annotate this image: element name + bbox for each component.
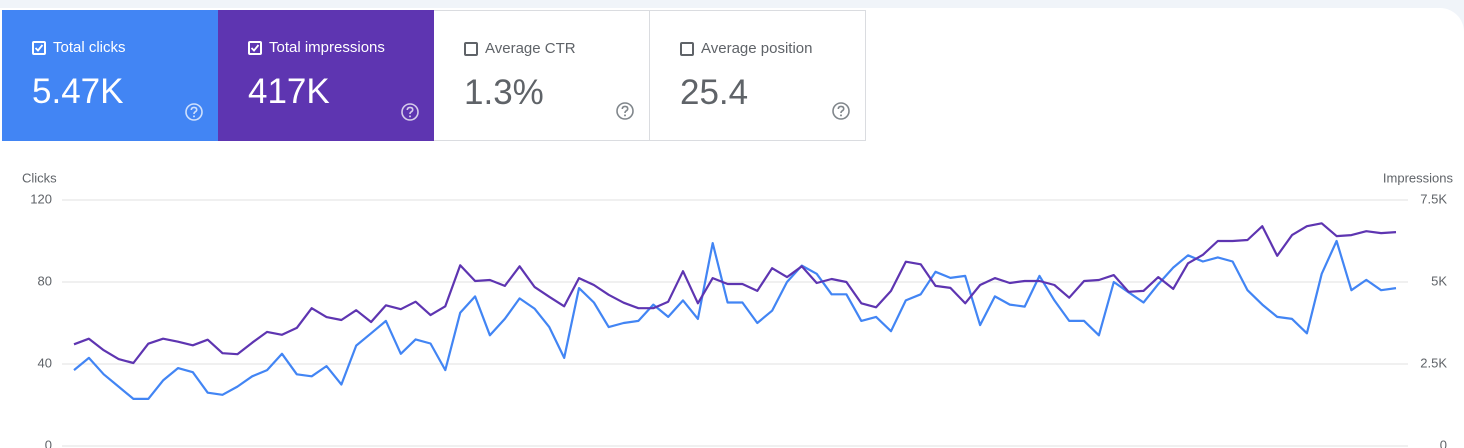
checkbox[interactable]: [464, 42, 478, 56]
metric-label: Average position: [701, 40, 813, 57]
help-icon[interactable]: [615, 101, 635, 126]
metric-value: 417K: [248, 72, 330, 111]
series-line: [73, 222, 1397, 365]
series-line: [73, 239, 1397, 400]
help-icon[interactable]: [400, 102, 420, 127]
y-tick-label: 120: [30, 191, 52, 206]
metric-value: 1.3%: [464, 73, 544, 112]
y2-tick-label: 2.5K: [1420, 355, 1447, 370]
checkbox[interactable]: [32, 41, 46, 55]
y-axis-title: Clicks: [22, 170, 57, 185]
metric-card[interactable]: Average position 25.4: [650, 10, 866, 141]
metric-card[interactable]: Total clicks 5.47K: [2, 10, 218, 141]
checkbox[interactable]: [248, 41, 262, 55]
check-mark: [34, 44, 44, 52]
y-tick-label: 0: [45, 437, 52, 448]
checkbox[interactable]: [680, 42, 694, 56]
metric-label: Average CTR: [485, 40, 576, 57]
metric-cards: Total clicks 5.47K Total impressions 417K Av…: [2, 10, 866, 141]
help-glyph: [185, 103, 203, 121]
y-tick-label: 40: [38, 355, 52, 370]
metric-label: Total impressions: [269, 39, 385, 56]
metric-value: 5.47K: [32, 72, 124, 111]
check-mark: [250, 44, 260, 52]
help-icon[interactable]: [184, 102, 204, 127]
help-glyph: [616, 102, 634, 120]
y2-axis-title: Impressions: [1383, 170, 1454, 185]
y-tick-label: 80: [38, 273, 52, 288]
metric-card[interactable]: Average CTR 1.3%: [434, 10, 650, 141]
metric-label: Total clicks: [53, 39, 126, 56]
help-glyph: [832, 102, 850, 120]
metric-value: 25.4: [680, 73, 749, 112]
metric-card[interactable]: Total impressions 417K: [218, 10, 434, 141]
y2-tick-label: 5K: [1431, 273, 1447, 288]
help-icon[interactable]: [831, 101, 851, 126]
y2-tick-label: 0: [1440, 437, 1447, 448]
help-glyph: [401, 103, 419, 121]
chart: Clicks Impressions 0 40 80 120 0 2.5K 5K 7.5K: [22, 170, 1454, 448]
performance-panel: Total clicks 5.47K Total impressions 417K Av…: [0, 8, 1464, 448]
y2-tick-label: 7.5K: [1420, 191, 1447, 206]
